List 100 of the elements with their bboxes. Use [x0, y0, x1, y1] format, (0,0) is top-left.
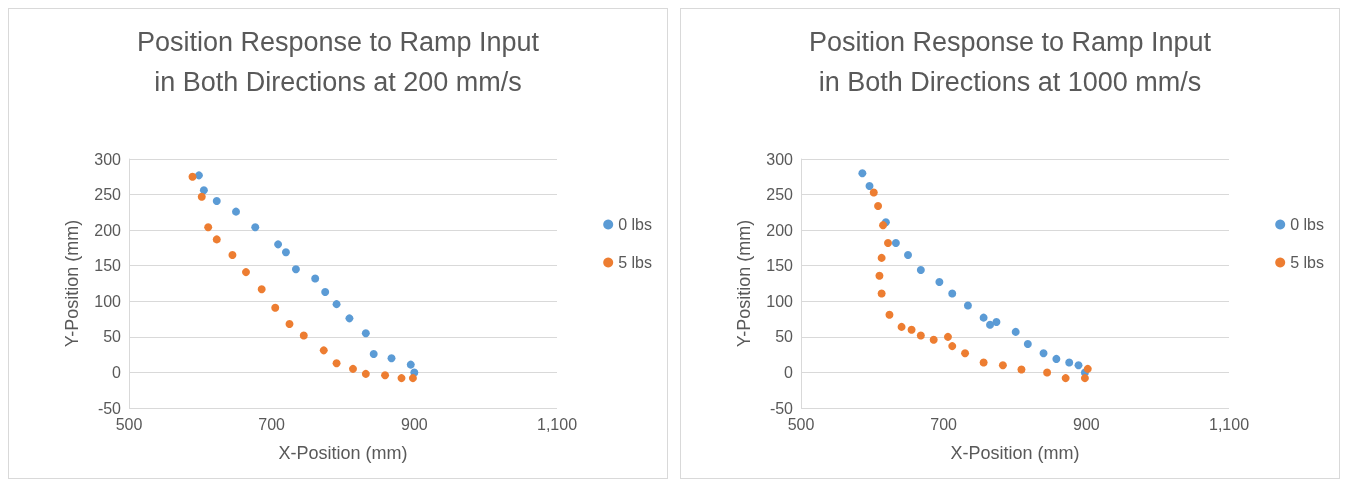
point — [948, 342, 957, 351]
y-tick-label: 200 — [766, 221, 794, 239]
y-tick-label: 300 — [766, 150, 794, 168]
x-tick-label: 900 — [400, 415, 428, 433]
point — [291, 265, 300, 274]
point — [897, 322, 906, 331]
legend-label: 0 lbs — [618, 216, 652, 233]
point — [877, 253, 886, 262]
y-tick-label: 250 — [94, 186, 122, 204]
point — [408, 374, 417, 383]
y-tick-label: -50 — [97, 399, 122, 417]
y-tick-label: 150 — [766, 257, 794, 275]
point — [1043, 368, 1052, 377]
point — [345, 314, 354, 323]
point — [986, 320, 995, 329]
point — [891, 238, 900, 247]
y-tick-label: 100 — [94, 292, 122, 310]
point — [979, 313, 988, 322]
point — [232, 207, 240, 216]
point — [199, 186, 208, 195]
point — [1039, 349, 1048, 358]
point — [961, 349, 970, 358]
y-axis-title: Y-Position (mm) — [734, 219, 754, 348]
y-tick-label: 250 — [766, 186, 794, 204]
point — [204, 223, 213, 232]
point — [935, 278, 944, 287]
x-axis-title: X-Position (mm) — [950, 443, 1080, 463]
chart-title: Position Response to Ramp Input in Both Directions at 200 mm/s — [136, 27, 540, 97]
y-tick-label: 50 — [103, 328, 122, 346]
y-tick-label: 300 — [94, 150, 122, 168]
point — [1083, 364, 1092, 373]
y-axis-title: Y-Position (mm) — [62, 219, 82, 348]
point — [241, 268, 250, 277]
point — [361, 369, 370, 378]
y-tick-label: -50 — [769, 399, 794, 417]
point — [877, 289, 886, 298]
point — [274, 240, 283, 249]
x-tick-label: 500 — [115, 415, 143, 433]
point — [369, 349, 378, 358]
legend-label: 0 lbs — [1290, 216, 1324, 233]
point — [869, 188, 878, 197]
point — [875, 271, 884, 280]
point — [1074, 361, 1083, 370]
y-tick-label: 200 — [94, 221, 122, 239]
point — [943, 332, 952, 341]
point — [311, 274, 320, 283]
point — [885, 310, 894, 319]
y-tick-label: 100 — [766, 292, 794, 310]
x-axis-title: X-Position (mm) — [278, 443, 408, 463]
y-tick-label: 0 — [784, 363, 794, 381]
point — [212, 196, 221, 205]
x-tick-label: 700 — [930, 415, 958, 433]
x-tick-label: 700 — [258, 415, 286, 433]
point — [992, 317, 1001, 326]
y-tick-label: 50 — [775, 328, 794, 346]
point — [979, 358, 988, 367]
point — [406, 360, 415, 369]
point — [387, 354, 396, 363]
legend-label: 5 lbs — [1290, 254, 1324, 271]
point — [381, 371, 390, 380]
point — [332, 359, 341, 368]
point — [916, 265, 925, 274]
point — [1011, 327, 1020, 336]
point — [998, 361, 1007, 370]
x-tick-label: 500 — [787, 415, 815, 433]
point — [916, 331, 925, 340]
point — [197, 192, 206, 201]
point — [1052, 354, 1061, 363]
point — [397, 374, 406, 383]
x-tick-label: 1,100 — [1208, 415, 1250, 433]
point — [285, 320, 294, 329]
point — [1017, 365, 1026, 374]
point — [361, 329, 370, 338]
point — [321, 288, 330, 297]
point — [348, 364, 357, 373]
point — [319, 346, 328, 355]
x-tick-label: 900 — [1072, 415, 1100, 433]
x-tick-label: 1,100 — [536, 415, 578, 433]
point — [299, 331, 308, 340]
point — [212, 235, 221, 244]
point — [1065, 358, 1074, 367]
point — [271, 303, 280, 312]
point — [865, 182, 874, 191]
point — [874, 201, 883, 210]
point — [858, 169, 867, 178]
legend-label: 5 lbs — [618, 254, 652, 271]
point — [948, 289, 957, 298]
chart-title: Position Response to Ramp Input in Both Directions at 1000 mm/s — [808, 27, 1212, 97]
point — [884, 238, 893, 247]
point — [281, 248, 290, 257]
point — [257, 285, 266, 294]
point — [904, 251, 912, 260]
point — [1023, 339, 1032, 348]
point — [251, 223, 260, 232]
y-tick-label: 150 — [94, 257, 122, 275]
point — [1061, 374, 1070, 383]
point — [228, 251, 237, 260]
point — [907, 325, 916, 334]
point — [929, 335, 938, 344]
point — [1080, 374, 1089, 383]
